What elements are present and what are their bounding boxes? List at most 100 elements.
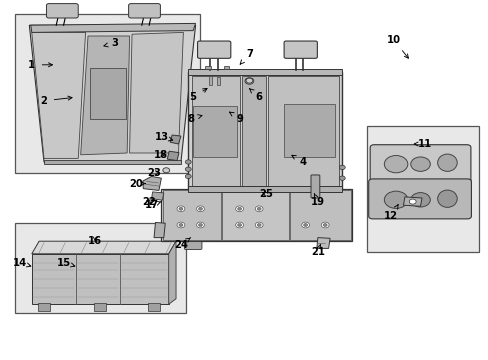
Text: 24: 24: [174, 238, 190, 250]
Ellipse shape: [384, 156, 407, 173]
Circle shape: [179, 207, 183, 210]
Bar: [90, 68, 125, 119]
Ellipse shape: [410, 193, 429, 207]
Bar: [208, 76, 211, 85]
Circle shape: [185, 167, 191, 171]
Text: 22: 22: [142, 197, 156, 207]
FancyBboxPatch shape: [128, 4, 160, 18]
Polygon shape: [170, 135, 181, 144]
Circle shape: [235, 222, 243, 228]
Polygon shape: [241, 76, 265, 187]
Polygon shape: [167, 151, 179, 161]
Polygon shape: [142, 176, 161, 190]
Text: 12: 12: [384, 204, 397, 221]
Text: 8: 8: [187, 114, 202, 124]
Circle shape: [179, 224, 183, 226]
Text: 21: 21: [310, 244, 324, 257]
Text: 7: 7: [240, 49, 252, 64]
Bar: [193, 106, 237, 157]
Polygon shape: [151, 192, 163, 200]
Polygon shape: [316, 238, 329, 248]
Bar: [15, 223, 185, 313]
Circle shape: [257, 224, 261, 226]
Bar: [38, 303, 50, 311]
FancyBboxPatch shape: [310, 175, 319, 198]
Text: 20: 20: [129, 179, 145, 189]
Text: 18: 18: [154, 150, 168, 160]
Circle shape: [244, 78, 253, 84]
Text: 19: 19: [310, 194, 324, 207]
Bar: [94, 303, 106, 311]
Polygon shape: [81, 36, 129, 155]
Text: 11: 11: [413, 139, 432, 149]
Bar: [224, 66, 228, 69]
Text: 5: 5: [189, 89, 206, 102]
Circle shape: [196, 206, 204, 212]
Polygon shape: [129, 32, 183, 153]
Circle shape: [339, 176, 345, 180]
Circle shape: [185, 160, 191, 164]
Polygon shape: [32, 32, 85, 158]
Bar: [283, 104, 334, 157]
Bar: [217, 77, 219, 85]
Circle shape: [339, 165, 345, 170]
Text: 15: 15: [57, 258, 75, 268]
FancyBboxPatch shape: [184, 242, 202, 249]
Text: 16: 16: [88, 236, 102, 246]
Polygon shape: [32, 241, 176, 254]
Text: 1: 1: [28, 60, 52, 70]
Bar: [148, 303, 160, 311]
Circle shape: [408, 199, 415, 204]
Text: 14: 14: [12, 258, 31, 268]
Text: 2: 2: [41, 96, 72, 106]
Ellipse shape: [437, 190, 456, 207]
Circle shape: [198, 207, 202, 210]
Text: 4: 4: [291, 155, 306, 167]
Polygon shape: [188, 186, 342, 192]
Polygon shape: [29, 25, 195, 162]
Circle shape: [237, 224, 241, 226]
FancyBboxPatch shape: [368, 179, 470, 219]
Polygon shape: [188, 69, 342, 75]
Circle shape: [163, 168, 169, 173]
Bar: [366, 126, 478, 252]
Bar: [163, 190, 220, 240]
Text: 17: 17: [144, 200, 161, 210]
Circle shape: [303, 224, 307, 226]
Text: 25: 25: [259, 189, 273, 199]
FancyBboxPatch shape: [369, 145, 470, 183]
Circle shape: [301, 222, 309, 228]
Circle shape: [177, 206, 184, 212]
Text: 6: 6: [249, 89, 262, 102]
Ellipse shape: [410, 157, 429, 171]
Circle shape: [237, 207, 241, 210]
Bar: [205, 66, 211, 69]
Ellipse shape: [384, 191, 407, 208]
FancyBboxPatch shape: [284, 41, 317, 58]
Circle shape: [255, 222, 263, 228]
Polygon shape: [191, 76, 239, 187]
Circle shape: [255, 206, 263, 212]
Circle shape: [185, 174, 191, 179]
Bar: [289, 190, 350, 240]
Polygon shape: [403, 197, 421, 206]
Polygon shape: [44, 160, 181, 164]
Circle shape: [323, 224, 326, 226]
Bar: [15, 14, 200, 173]
Circle shape: [177, 222, 184, 228]
Text: 23: 23: [147, 168, 161, 178]
Polygon shape: [188, 72, 342, 189]
Polygon shape: [267, 76, 339, 187]
Circle shape: [321, 222, 328, 228]
Circle shape: [198, 224, 202, 226]
Ellipse shape: [437, 154, 456, 171]
Text: 9: 9: [229, 112, 243, 124]
Text: 10: 10: [386, 35, 407, 58]
Polygon shape: [31, 23, 195, 32]
Bar: [222, 190, 288, 240]
Circle shape: [235, 206, 243, 212]
Polygon shape: [154, 222, 165, 238]
Text: 3: 3: [103, 38, 118, 48]
Circle shape: [245, 78, 252, 83]
Circle shape: [196, 222, 204, 228]
